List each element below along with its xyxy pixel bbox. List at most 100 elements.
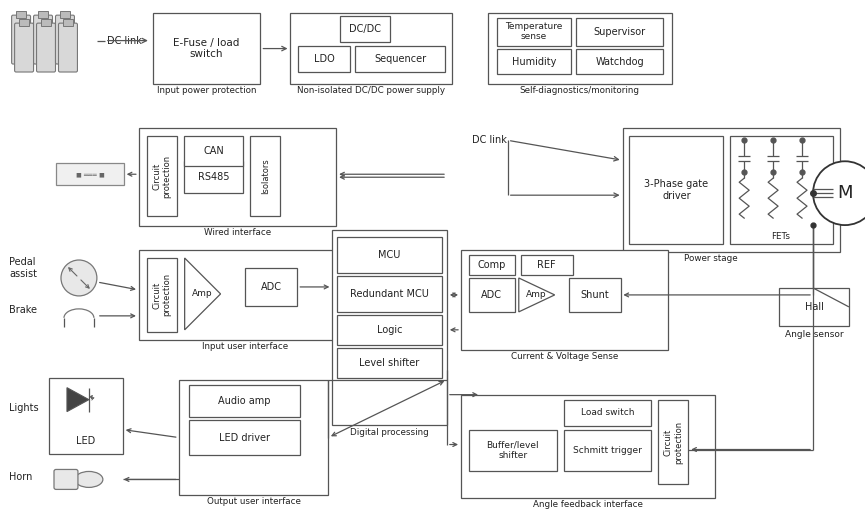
FancyBboxPatch shape [59,23,77,72]
Circle shape [813,161,866,225]
Bar [250,136,281,216]
Polygon shape [184,258,221,330]
Text: Current & Voltage Sense: Current & Voltage Sense [511,352,618,361]
Bar [497,17,571,45]
FancyBboxPatch shape [34,15,53,64]
Bar [569,278,621,312]
Bar [469,255,514,275]
Text: M: M [837,184,853,202]
Bar [469,278,514,312]
Circle shape [61,260,97,296]
Text: DC link: DC link [107,35,142,45]
Bar [340,16,390,42]
Bar [337,315,442,345]
Bar [333,230,447,425]
Text: Power stage: Power stage [684,254,738,263]
Text: Input user interface: Input user interface [203,342,288,351]
Text: DC/DC: DC/DC [349,24,381,34]
Bar [38,11,48,17]
Text: ◼ ═══ ◼: ◼ ═══ ◼ [75,171,104,177]
Text: Load switch: Load switch [581,408,634,417]
Bar [290,13,452,84]
Bar [337,276,442,312]
Text: Shunt: Shunt [580,290,609,300]
Bar [49,378,123,454]
Bar [337,348,442,378]
Text: Horn: Horn [10,473,33,483]
Text: E-Fuse / load
switch: E-Fuse / load switch [173,38,240,59]
Text: Output user interface: Output user interface [206,497,301,506]
Bar [520,255,572,275]
Text: Supervisor: Supervisor [593,26,645,36]
Bar [576,49,663,74]
Text: Circuit
protection: Circuit protection [663,420,683,464]
Bar [461,394,715,498]
Text: Humidity: Humidity [512,56,556,67]
Bar [146,258,177,332]
Bar [184,136,243,166]
Text: Input power protection: Input power protection [157,87,256,96]
Bar [41,18,51,26]
Bar [497,49,571,74]
Text: Circuit
protection: Circuit protection [152,274,171,316]
FancyBboxPatch shape [11,15,30,64]
Text: FETs: FETs [772,232,791,241]
Bar [779,288,849,326]
Text: 3-Phase gate
driver: 3-Phase gate driver [644,180,708,201]
Bar [63,18,73,26]
Text: Temperature
sense: Temperature sense [505,22,562,41]
Bar [178,380,328,495]
Text: Sequencer: Sequencer [374,53,426,63]
Bar [139,250,353,340]
Bar [630,136,723,244]
Bar [576,17,663,45]
Text: MCU: MCU [378,250,401,260]
Bar [469,430,557,472]
Bar [56,163,124,185]
FancyBboxPatch shape [36,23,55,72]
Text: Redundant MCU: Redundant MCU [350,289,429,299]
Text: ADC: ADC [481,290,502,300]
Text: Lights: Lights [10,403,39,412]
Bar [623,128,840,252]
Text: Pedal
assist: Pedal assist [10,257,37,279]
Text: LED: LED [76,436,95,446]
Text: Digital processing: Digital processing [350,428,429,437]
Text: REF: REF [538,260,556,270]
Bar [658,400,688,484]
Text: Buffer/level
shifter: Buffer/level shifter [487,441,540,460]
Bar [730,136,833,244]
Text: Self-diagnostics/monitoring: Self-diagnostics/monitoring [520,87,640,96]
Text: Angle sensor: Angle sensor [785,330,843,339]
Text: Circuit
protection: Circuit protection [152,155,171,198]
FancyBboxPatch shape [55,15,74,64]
Bar [488,13,672,84]
Bar [19,18,29,26]
Text: Watchdog: Watchdog [595,56,643,67]
Bar [564,400,651,426]
Text: Comp: Comp [478,260,506,270]
Text: CAN: CAN [204,146,224,156]
Text: DC link: DC link [472,135,507,145]
Text: LDO: LDO [313,53,334,63]
Bar [245,268,297,306]
Bar [564,430,651,472]
Text: ADC: ADC [261,282,282,292]
Bar [184,161,243,193]
Text: Non-isolated DC/DC power supply: Non-isolated DC/DC power supply [297,87,445,96]
FancyBboxPatch shape [54,469,78,489]
Bar [355,45,445,71]
Text: Hall: Hall [805,302,824,312]
Text: Level shifter: Level shifter [359,358,420,367]
Bar [152,13,261,84]
Bar [16,11,26,17]
Bar [60,11,70,17]
Text: Audio amp: Audio amp [218,395,271,406]
Text: Wired interface: Wired interface [204,228,271,237]
Bar [461,250,669,350]
Text: LED driver: LED driver [219,432,270,442]
Ellipse shape [75,472,103,487]
Polygon shape [519,278,555,312]
Polygon shape [67,388,89,412]
Text: Amp: Amp [527,290,547,299]
